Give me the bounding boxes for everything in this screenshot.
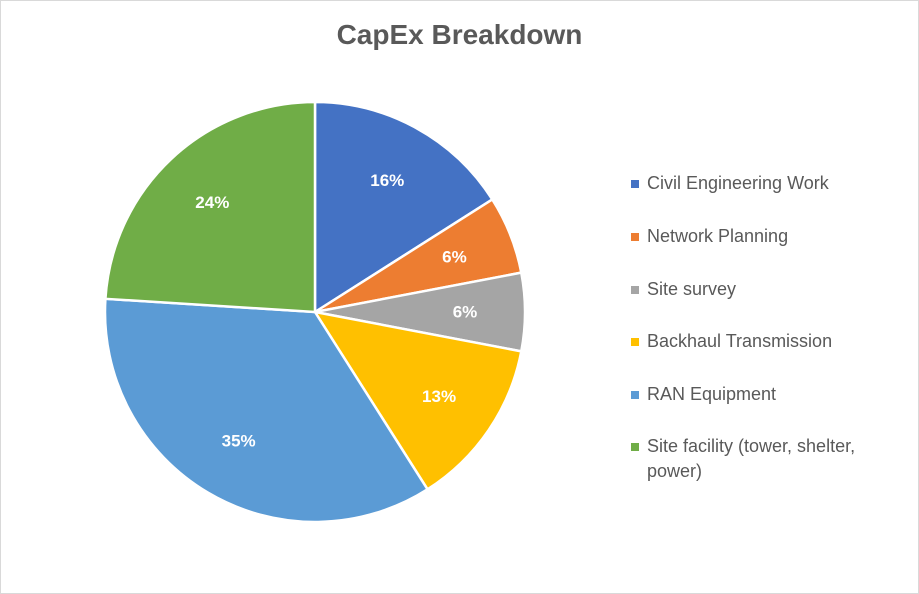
legend-item-backhaul-transmission: Backhaul Transmission	[631, 329, 891, 354]
data-label-civil-engineering-work: 16%	[370, 171, 404, 190]
legend-label: Network Planning	[647, 226, 789, 246]
legend-swatch	[631, 443, 639, 451]
legend-item-ran-equipment: RAN Equipment	[631, 382, 891, 407]
pie-slice-civil-engineering-work	[313, 100, 494, 314]
data-label-network-planning: 6%	[442, 247, 467, 266]
legend-item-site-facility-tower-shelter-power: Site facility (tower, shelter, power)	[631, 434, 891, 484]
pie-slice-backhaul-transmission	[313, 310, 523, 491]
data-label-site-facility-tower-shelter-power: 24%	[195, 193, 229, 212]
legend-item-site-survey: Site survey	[631, 277, 891, 302]
legend-item-civil-engineering-work: Civil Engineering Work	[631, 171, 891, 196]
legend-swatch	[631, 391, 639, 399]
data-label-backhaul-transmission: 13%	[422, 387, 456, 406]
legend-swatch	[631, 338, 639, 346]
legend-label: Civil Engineering Work	[647, 173, 829, 193]
data-label-ran-equipment: 35%	[222, 432, 256, 451]
pie-slice-ran-equipment	[103, 297, 429, 524]
data-label-site-survey: 6%	[453, 303, 478, 322]
legend-label: Site survey	[647, 279, 737, 299]
legend-swatch	[631, 180, 639, 188]
legend-item-network-planning: Network Planning	[631, 224, 891, 249]
legend-swatch	[631, 233, 639, 241]
legend-swatch	[631, 286, 639, 294]
chart-title: CapEx Breakdown	[336, 19, 583, 50]
pie-slice-site-facility-tower-shelter-power	[104, 100, 317, 314]
legend-label: Backhaul Transmission	[647, 331, 833, 351]
legend-label: RAN Equipment	[647, 384, 777, 404]
legend-label: Site facility (tower, shelter, power)	[647, 436, 856, 481]
